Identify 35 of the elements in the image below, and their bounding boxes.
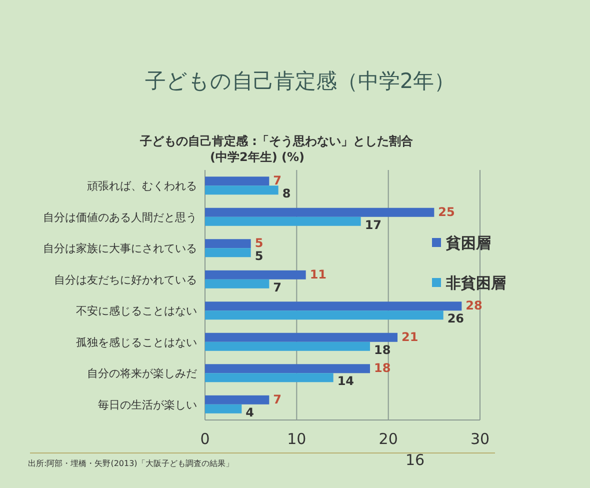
data-label: 7 [273,174,282,188]
data-label: 11 [310,267,327,282]
x-tick-label: 30 [470,430,490,448]
legend-label: 貧困層 [445,234,491,252]
data-label: 7 [273,280,282,294]
data-label: 8 [282,186,291,201]
annotation: 出所:阿部・埋橋・矢野(2013)「大阪子ども調査の結果」 [28,459,234,468]
y-tick-label: 自分は家族に大事にされている [43,242,197,256]
x-tick-label: 0 [200,430,210,448]
x-tick-label: 20 [378,430,398,448]
data-label: 28 [466,298,482,313]
data-label: 14 [337,374,354,388]
y-tick-label: 自分の将来が楽しみだ [87,367,197,380]
data-label: 4 [246,405,254,420]
data-label: 17 [364,218,382,232]
data-label: 7 [273,392,282,406]
y-tick-label: 自分は友だちに好かれている [54,273,197,286]
y-tick-label: 自分は価値のある人間だと思う [43,210,197,224]
legend-label: 非貧困層 [445,274,506,292]
annotation: 16 [405,451,425,469]
data-label: 18 [374,342,391,357]
x-tick-label: 10 [287,430,306,448]
y-tick-label: 毎日の生活が楽しい [98,398,197,412]
data-label: 5 [254,249,264,264]
y-tick-label: 孤独を感じることはない [76,336,197,349]
y-tick-label: 不安に感じることはない [76,304,197,318]
data-label: 5 [254,236,264,250]
data-label: 18 [374,361,391,376]
title: 子どもの自己肯定感（中学2年） [144,69,456,93]
data-label: 26 [447,312,464,326]
y-tick-label: 頑張れば、むくわれる [87,180,197,193]
data-label: 21 [402,330,418,344]
subtitle: (中学2年生) (%) [210,150,304,164]
subtitle: 子どもの自己肯定感 :「そう思わない」とした割合 [140,134,413,148]
data-label: 25 [438,204,455,219]
